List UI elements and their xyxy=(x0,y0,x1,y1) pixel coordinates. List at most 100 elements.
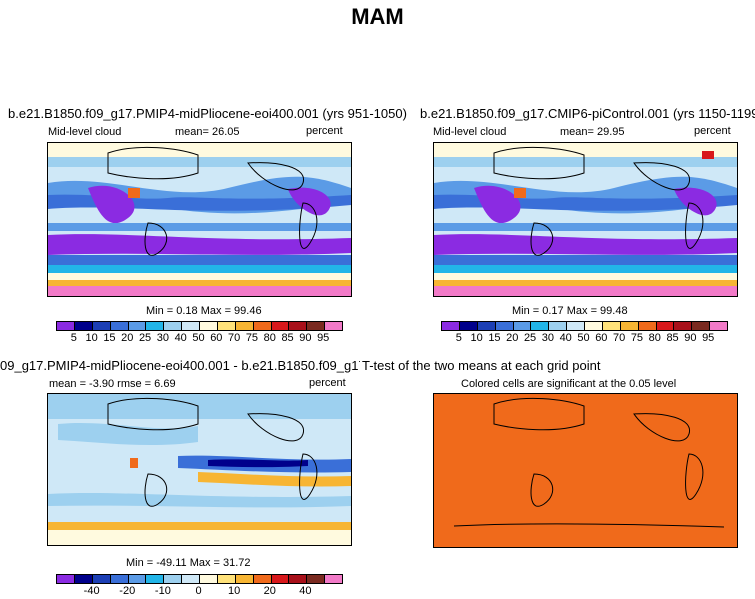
colorbar-2-swatch xyxy=(513,322,532,330)
colorbar-1-ticks-label: 80 xyxy=(263,332,276,344)
colorbar-2-swatch xyxy=(531,322,550,330)
colorbar-1-swatch xyxy=(164,322,183,330)
panel1-units: percent xyxy=(306,125,343,137)
colorbar-1-swatch xyxy=(325,322,342,330)
colorbar-3-swatch xyxy=(325,575,342,583)
panel3-title: 09_g17.PMIP4-midPliocene-eoi400.001 - b.… xyxy=(0,358,360,373)
colorbar-3-swatch xyxy=(289,575,308,583)
colorbar-2-ticks-label: 75 xyxy=(630,332,644,344)
panel4-note: Colored cells are significant at the 0.0… xyxy=(461,378,677,390)
colorbar-1-ticks-label: 15 xyxy=(103,332,116,344)
panel2-variable: Mid-level cloud xyxy=(433,126,507,138)
colorbar-2-swatch xyxy=(656,322,675,330)
panel3-map xyxy=(47,393,352,546)
colorbar-2-ticks-label: 70 xyxy=(613,332,626,344)
colorbar-2-swatch xyxy=(602,322,621,330)
colorbar-1-swatch xyxy=(110,322,129,330)
colorbar-2-ticks: 5 10 15 20 25 30 40 50 60 70 75 80 85 90 95 xyxy=(441,332,726,346)
colorbar-3-ticks-label: 20 xyxy=(263,585,276,597)
colorbar-1-swatch xyxy=(74,322,93,330)
colorbar-1-swatch xyxy=(92,322,111,330)
colorbar-2-swatch xyxy=(549,322,568,330)
colorbar-2-ticks-label: 10 xyxy=(470,332,483,344)
colorbar-2-swatch xyxy=(674,322,693,330)
colorbar-1-swatch xyxy=(253,322,272,330)
panel3-units: percent xyxy=(309,377,346,389)
colorbar-3-ticks-label: 40 xyxy=(299,585,312,597)
panel1-map xyxy=(47,142,352,297)
colorbar-3-swatch xyxy=(57,575,75,583)
colorbar-3 xyxy=(56,574,343,584)
colorbar-2-swatch xyxy=(567,322,585,330)
colorbar-3-swatch xyxy=(182,575,200,583)
panel2-map xyxy=(433,142,738,297)
colorbar-3-swatch xyxy=(235,575,254,583)
colorbar-1 xyxy=(56,321,343,331)
colorbar-3-swatch xyxy=(146,575,165,583)
colorbar-1-ticks-label: 75 xyxy=(245,332,259,344)
panel1-variable: Mid-level cloud xyxy=(48,126,122,138)
panel4-ttest-field xyxy=(434,394,737,547)
colorbar-2-swatch xyxy=(459,322,478,330)
colorbar-2-ticks-label: 40 xyxy=(559,332,572,344)
colorbar-2-swatch xyxy=(585,322,603,330)
colorbar-1-ticks-label: 85 xyxy=(281,332,294,344)
colorbar-3-ticks: -40 -20 -10 0 10 20 40 xyxy=(56,585,341,599)
colorbar-3-swatch xyxy=(110,575,129,583)
colorbar-1-swatch xyxy=(146,322,165,330)
colorbar-1-ticks-label: 40 xyxy=(174,332,187,344)
colorbar-2-swatch xyxy=(692,322,711,330)
colorbar-1-swatch xyxy=(182,322,200,330)
colorbar-2-ticks-label: 5 xyxy=(455,332,462,344)
colorbar-1-swatch xyxy=(128,322,147,330)
colorbar-2-ticks-label: 30 xyxy=(541,332,554,344)
colorbar-1-swatch xyxy=(289,322,308,330)
colorbar-2-ticks-label: 15 xyxy=(488,332,501,344)
colorbar-1-ticks-label: 10 xyxy=(85,332,98,344)
colorbar-1-ticks-label: 20 xyxy=(121,332,134,344)
panel1-cloud-field xyxy=(48,143,351,296)
colorbar-2-swatch xyxy=(495,322,514,330)
colorbar-3-ticks-label: -40 xyxy=(83,585,100,597)
colorbar-3-ticks-label: -10 xyxy=(154,585,171,597)
panel1-title: b.e21.B1850.f09_g17.PMIP4-midPliocene-eo… xyxy=(8,106,407,121)
panel3-mean-rmse: mean = -3.90 rmse = 6.69 xyxy=(49,378,176,390)
colorbar-2-swatch xyxy=(638,322,657,330)
colorbar-3-swatch xyxy=(92,575,111,583)
colorbar-2-ticks-label: 20 xyxy=(506,332,519,344)
figure-title: MAM xyxy=(351,4,404,29)
panel4-map xyxy=(433,393,738,548)
colorbar-1-ticks-label: 25 xyxy=(138,332,152,344)
colorbar-1-swatch xyxy=(217,322,236,330)
panel1-mean: mean= 26.05 xyxy=(175,126,240,138)
colorbar-2-swatch xyxy=(477,322,496,330)
colorbar-3-ticks-label: 0 xyxy=(195,585,202,597)
colorbar-1-ticks-label: 5 xyxy=(70,332,77,344)
colorbar-3-ticks-label: -20 xyxy=(119,585,136,597)
panel4-title: T-test of the two means at each grid poi… xyxy=(362,358,601,373)
colorbar-3-swatch xyxy=(164,575,183,583)
colorbar-3-swatch xyxy=(253,575,272,583)
colorbar-2 xyxy=(441,321,728,331)
colorbar-1-ticks-label: 50 xyxy=(192,332,205,344)
colorbar-3-swatch xyxy=(74,575,93,583)
colorbar-1-ticks: 5 10 15 20 25 30 40 50 60 70 75 80 85 90 95 xyxy=(56,332,341,346)
colorbar-2-swatch xyxy=(710,322,727,330)
panel1-stats: Min = 0.18 Max = 99.46 xyxy=(146,305,262,317)
panel2-units: percent xyxy=(694,125,731,137)
colorbar-1-swatch xyxy=(57,322,75,330)
panel2-title: b.e21.B1850.f09_g17.CMIP6-piControl.001 … xyxy=(420,106,755,121)
colorbar-3-swatch xyxy=(307,575,326,583)
colorbar-3-swatch xyxy=(128,575,147,583)
colorbar-3-swatch xyxy=(217,575,236,583)
panel3-stats: Min = -49.11 Max = 31.72 xyxy=(126,557,251,569)
panel2-cloud-field xyxy=(434,143,737,296)
colorbar-1-ticks-label: 60 xyxy=(210,332,223,344)
colorbar-2-ticks-label: 85 xyxy=(666,332,679,344)
colorbar-2-ticks-label: 60 xyxy=(595,332,608,344)
colorbar-2-ticks-label: 25 xyxy=(523,332,537,344)
colorbar-1-swatch xyxy=(200,322,218,330)
panel2-stats: Min = 0.17 Max = 99.48 xyxy=(512,305,628,317)
colorbar-3-swatch xyxy=(200,575,218,583)
colorbar-1-swatch xyxy=(307,322,326,330)
